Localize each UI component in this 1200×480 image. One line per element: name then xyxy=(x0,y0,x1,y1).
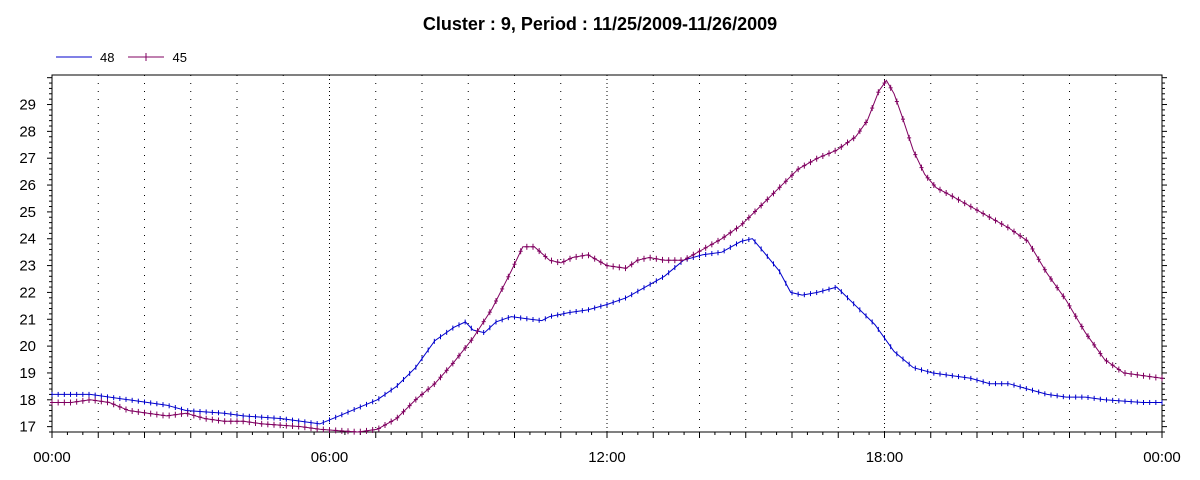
x-tick-label: 00:00 xyxy=(33,449,71,466)
legend: 48 45 xyxy=(56,49,201,65)
y-tick-label: 22 xyxy=(19,284,36,301)
y-tick-label: 19 xyxy=(19,365,36,382)
legend-item-48: 48 xyxy=(56,49,114,65)
y-tick-label: 20 xyxy=(19,338,36,355)
y-tick-label: 26 xyxy=(19,177,36,194)
x-tick-label: 06:00 xyxy=(311,449,349,466)
chart-title: Cluster : 9, Period : 11/25/2009-11/26/2… xyxy=(422,14,778,34)
legend-swatch-48 xyxy=(56,56,92,58)
legend-label-48: 48 xyxy=(100,49,115,65)
y-tick-label: 27 xyxy=(19,150,36,167)
y-tick-label: 28 xyxy=(19,123,36,140)
y-tick-label: 18 xyxy=(19,392,36,409)
x-tick-label: 00:00 xyxy=(1143,449,1181,466)
y-tick-label: 24 xyxy=(19,231,36,248)
y-tick-label: 17 xyxy=(19,419,36,436)
y-tick-label: 25 xyxy=(19,204,36,221)
x-tick-label: 18:00 xyxy=(866,449,904,466)
legend-item-45: 45 xyxy=(128,49,187,65)
legend-swatch-45 xyxy=(128,53,165,61)
y-tick-label: 23 xyxy=(19,258,36,275)
legend-label-45: 45 xyxy=(172,49,187,65)
y-tick-label: 29 xyxy=(19,97,36,114)
x-tick-label: 12:00 xyxy=(588,449,626,466)
plot-frame xyxy=(51,74,1163,433)
y-tick-label: 21 xyxy=(19,311,36,328)
